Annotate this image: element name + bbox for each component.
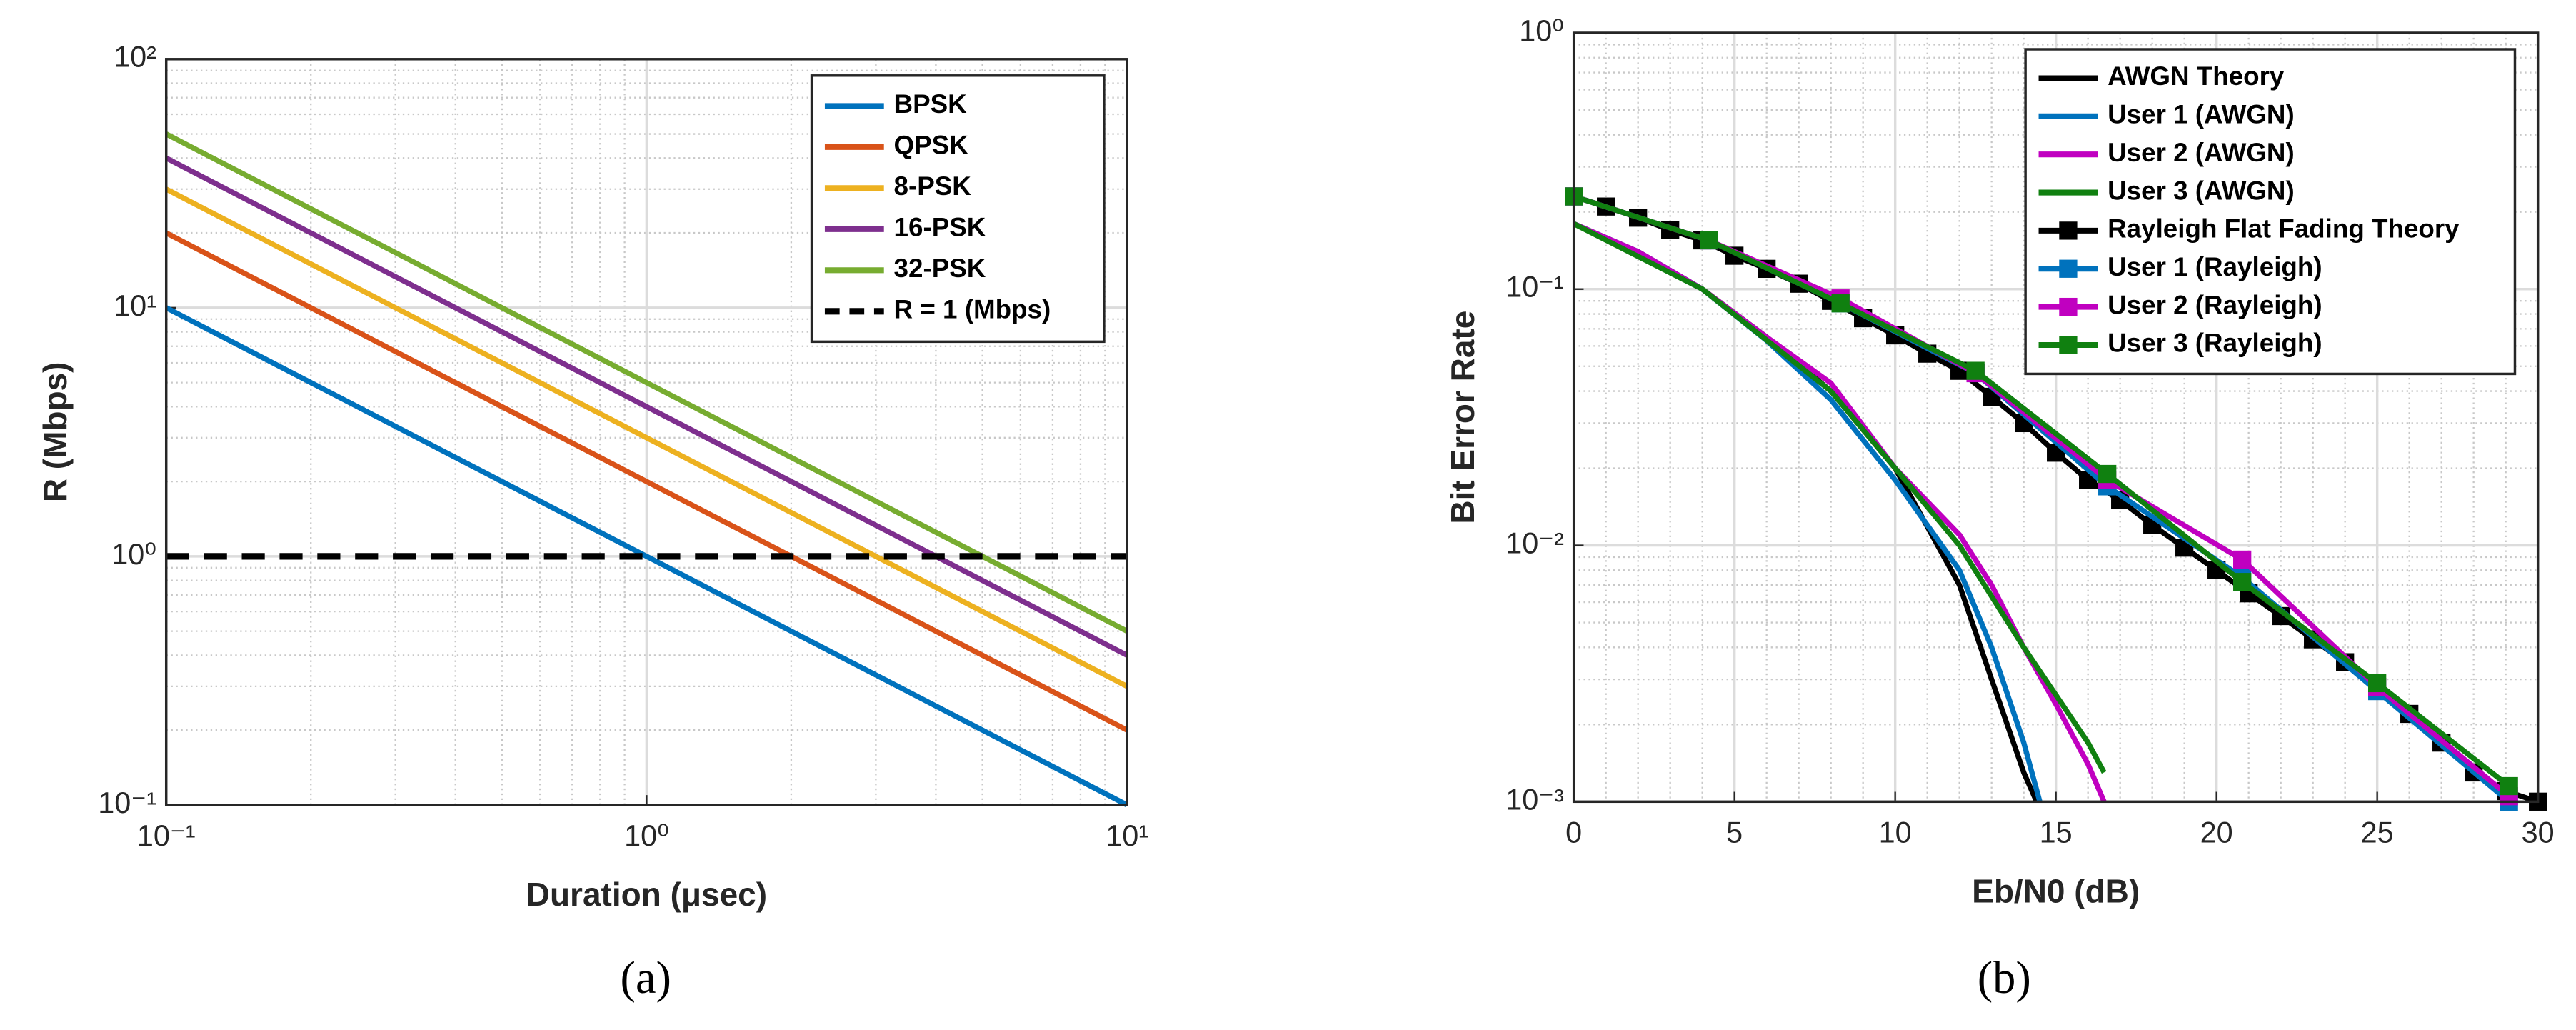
y-tick-label: 10¹: [114, 289, 156, 322]
legend-label: 16-PSK: [894, 213, 986, 242]
x-axis-label: Eb/N0 (dB): [1972, 872, 2140, 909]
x-tick-label: 0: [1565, 816, 1582, 849]
legend-label: User 1 (AWGN): [2108, 100, 2295, 129]
legend-box: [810, 74, 1106, 344]
series-line: [1573, 221, 2107, 774]
legend-marker: [2059, 221, 2078, 240]
legend-marker: [2059, 336, 2078, 354]
series-line: [165, 186, 1128, 689]
axes-frame: [164, 58, 1128, 806]
y-tick-label: 10²: [114, 41, 156, 74]
caption: (b): [1978, 952, 2031, 1003]
y-tick-label: 10⁰: [111, 538, 156, 571]
series-line: [1573, 194, 2511, 789]
legend-label: User 3 (Rayleigh): [2108, 329, 2322, 358]
x-tick-label: 25: [2361, 816, 2394, 849]
legend-marker: [2059, 297, 2078, 316]
series-line: [165, 131, 1128, 634]
legend-label: AWGN Theory: [2108, 61, 2285, 91]
y-tick-label: 10⁰: [1519, 14, 1564, 47]
x-tick-label: 10¹: [1106, 819, 1148, 852]
legend-label: User 2 (AWGN): [2108, 138, 2295, 167]
x-axis-label: Duration (μsec): [526, 876, 767, 913]
axes-frame: [1572, 31, 2540, 804]
series-line: [165, 305, 1128, 808]
legend-label: R = 1 (Mbps): [894, 295, 1051, 324]
x-tick-label: 10⁰: [624, 819, 669, 852]
y-tick-label: 10⁻²: [1505, 526, 1564, 559]
marker: [2500, 776, 2518, 796]
marker: [2233, 550, 2252, 569]
legend-box: [2024, 48, 2517, 376]
legend-label: 8-PSK: [894, 171, 972, 201]
x-tick-label: 5: [1726, 816, 1743, 849]
marker: [1700, 231, 1718, 250]
marker: [1966, 361, 1985, 380]
caption: (a): [621, 952, 671, 1003]
legend-label: QPSK: [894, 131, 969, 160]
legend-label: User 2 (Rayleigh): [2108, 290, 2322, 319]
legend-label: 32-PSK: [894, 254, 986, 283]
y-tick-label: 10⁻¹: [1505, 271, 1564, 304]
y-tick-label: 10⁻¹: [98, 786, 156, 819]
marker: [2233, 573, 2252, 591]
legend-label: User 1 (Rayleigh): [2108, 252, 2322, 281]
y-axis-label: R (Mbps): [36, 362, 74, 503]
marker: [2098, 464, 2117, 484]
series-line: [165, 156, 1128, 658]
legend-label: User 3 (AWGN): [2108, 176, 2295, 205]
x-tick-label: 15: [2040, 816, 2073, 849]
legend-label: BPSK: [894, 89, 968, 119]
x-tick-label: 10⁻¹: [137, 819, 196, 852]
x-tick-label: 30: [2522, 816, 2555, 849]
marker: [2368, 674, 2387, 693]
marker: [1831, 294, 1850, 313]
series-line: [165, 230, 1128, 733]
y-axis-label: Bit Error Rate: [1444, 311, 1481, 524]
x-tick-label: 10: [1879, 816, 1912, 849]
legend-marker: [2059, 259, 2078, 278]
y-tick-label: 10⁻³: [1505, 783, 1564, 816]
x-tick-label: 20: [2200, 816, 2233, 849]
legend-label: Rayleigh Flat Fading Theory: [2108, 214, 2460, 244]
